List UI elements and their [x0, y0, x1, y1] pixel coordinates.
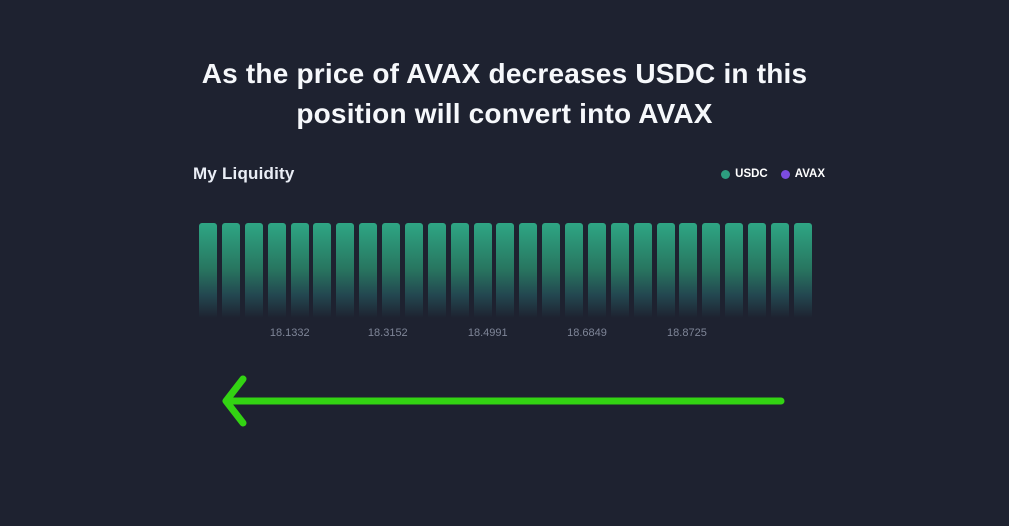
liquidity-bar [519, 223, 538, 318]
liquidity-bar [679, 223, 698, 318]
liquidity-bar [244, 223, 263, 318]
x-axis-tick-label: 18.6849 [567, 327, 607, 339]
liquidity-bar [427, 223, 446, 318]
liquidity-bar [290, 223, 309, 318]
liquidity-bar [633, 223, 652, 318]
page-title-line2: position will convert into AVAX [296, 98, 713, 129]
usdc-dot-icon [721, 169, 731, 179]
liquidity-bar [267, 223, 286, 318]
bar-chart-area [199, 223, 812, 318]
legend-label-avax: AVAX [794, 168, 825, 180]
liquidity-bar [404, 223, 423, 318]
liquidity-bar [656, 223, 675, 318]
liquidity-bar [359, 223, 378, 318]
liquidity-bar [542, 223, 561, 318]
page-title: As the price of AVAX decreases USDC in t… [0, 54, 1009, 134]
liquidity-bar [450, 223, 469, 318]
liquidity-bar [382, 223, 400, 318]
liquidity-bar [221, 223, 240, 318]
left-arrow-icon [222, 375, 785, 427]
x-axis-labels: 18.1332 18.3152 18.4991 18.6849 18.8725 [199, 327, 812, 341]
liquidity-bar [793, 223, 812, 318]
chart-legend: USDC AVAX [721, 168, 825, 180]
legend-label-usdc: USDC [735, 168, 768, 180]
chart-header: My Liquidity USDC AVAX [193, 161, 825, 187]
x-axis-tick-label: 18.4991 [467, 327, 508, 339]
liquidity-bar [725, 223, 744, 318]
page-title-line1: As the price of AVAX decreases USDC in t… [201, 58, 808, 89]
x-axis-tick-label: 18.8725 [667, 327, 707, 339]
chart-title: My Liquidity [193, 164, 295, 183]
liquidity-bar [199, 223, 217, 318]
liquidity-bar [473, 223, 492, 318]
liquidity-chart: My Liquidity USDC AVAX 18.1332 18.3152 18.… [193, 161, 825, 339]
liquidity-bar [565, 223, 583, 318]
avax-dot-icon [780, 169, 790, 179]
legend-item-avax: AVAX [780, 168, 825, 180]
liquidity-bar [587, 223, 606, 318]
x-axis-tick-label: 18.3152 [367, 327, 408, 339]
x-axis-tick-label: 18.1332 [269, 327, 310, 339]
liquidity-bar [610, 223, 629, 318]
liquidity-bar [748, 223, 766, 318]
liquidity-bar [702, 223, 721, 318]
liquidity-bar [336, 223, 355, 318]
liquidity-bar [496, 223, 515, 318]
liquidity-bar [770, 223, 789, 318]
liquidity-bar [313, 223, 332, 318]
legend-item-usdc: USDC [721, 168, 768, 180]
